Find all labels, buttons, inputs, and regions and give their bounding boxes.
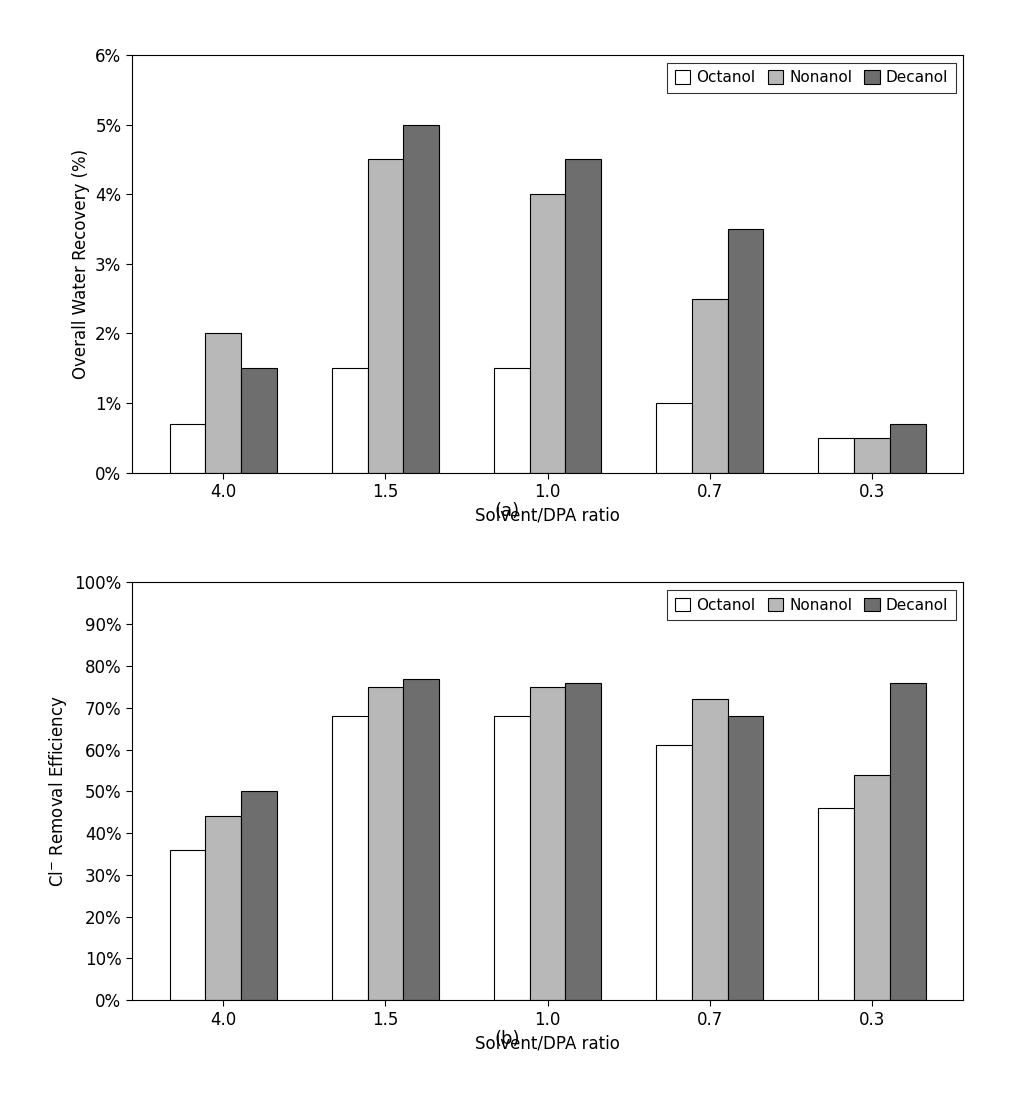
- X-axis label: Solvent/DPA ratio: Solvent/DPA ratio: [476, 507, 620, 524]
- Bar: [367, 159, 404, 473]
- Bar: [494, 717, 529, 1000]
- Bar: [728, 717, 764, 1000]
- Bar: [890, 682, 926, 1000]
- Bar: [332, 368, 367, 473]
- Y-axis label: Cl$^{-}$ Removal Efficiency: Cl$^{-}$ Removal Efficiency: [47, 696, 69, 887]
- Text: (b): (b): [494, 1030, 520, 1047]
- Bar: [205, 333, 241, 473]
- Legend: Octanol, Nonanol, Decanol: Octanol, Nonanol, Decanol: [667, 63, 955, 93]
- Text: (a): (a): [495, 502, 519, 520]
- Bar: [854, 775, 890, 1000]
- Y-axis label: Overall Water Recovery (%): Overall Water Recovery (%): [72, 148, 89, 379]
- Bar: [241, 368, 277, 473]
- Bar: [692, 299, 728, 473]
- X-axis label: Solvent/DPA ratio: Solvent/DPA ratio: [476, 1034, 620, 1052]
- Bar: [656, 403, 692, 473]
- Bar: [566, 682, 601, 1000]
- Legend: Octanol, Nonanol, Decanol: Octanol, Nonanol, Decanol: [667, 590, 955, 621]
- Bar: [404, 124, 439, 473]
- Bar: [169, 424, 205, 473]
- Bar: [494, 368, 529, 473]
- Bar: [728, 229, 764, 473]
- Bar: [241, 791, 277, 1000]
- Bar: [890, 424, 926, 473]
- Bar: [656, 745, 692, 1000]
- Bar: [854, 437, 890, 473]
- Bar: [818, 808, 854, 1000]
- Bar: [169, 850, 205, 1000]
- Bar: [332, 717, 367, 1000]
- Bar: [529, 195, 566, 473]
- Bar: [529, 687, 566, 1000]
- Bar: [566, 159, 601, 473]
- Bar: [367, 687, 404, 1000]
- Bar: [404, 678, 439, 1000]
- Bar: [692, 699, 728, 1000]
- Bar: [818, 437, 854, 473]
- Bar: [205, 817, 241, 1000]
